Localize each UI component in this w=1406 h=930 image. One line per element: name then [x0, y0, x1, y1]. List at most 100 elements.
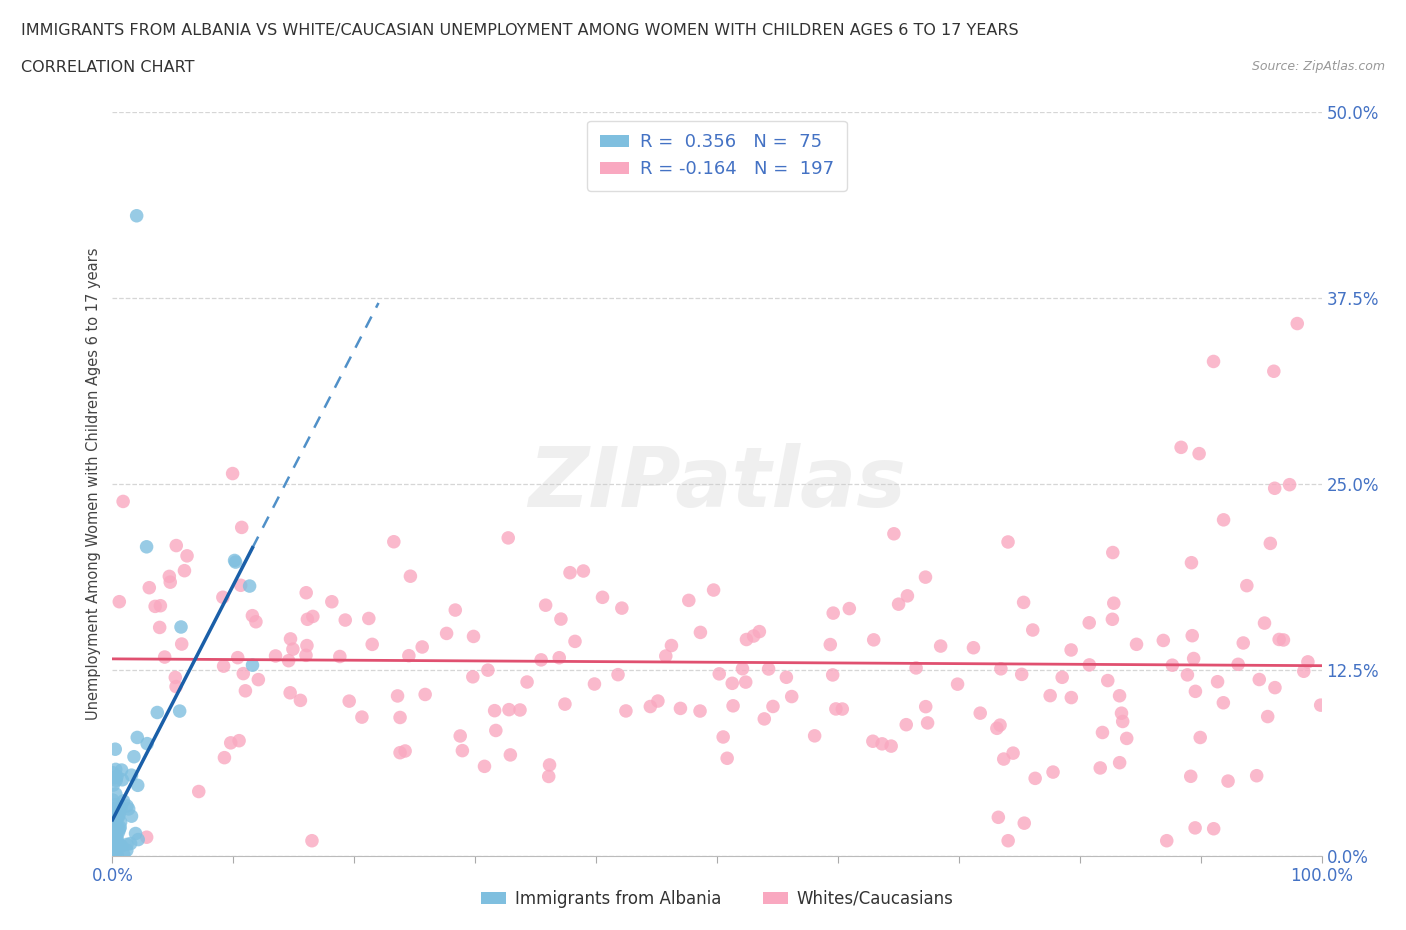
Y-axis label: Unemployment Among Women with Children Ages 6 to 17 years: Unemployment Among Women with Children A… — [86, 247, 101, 720]
Point — [1264, 680, 1286, 695]
Point — [290, 693, 312, 708]
Point — [1253, 616, 1275, 631]
Point — [883, 526, 905, 541]
Point — [550, 612, 572, 627]
Point — [226, 650, 249, 665]
Point — [280, 631, 302, 646]
Point — [337, 694, 360, 709]
Point — [1097, 673, 1119, 688]
Point — [111, 763, 134, 777]
Point — [110, 815, 132, 830]
Point — [820, 637, 842, 652]
Point — [758, 661, 780, 676]
Point — [295, 638, 318, 653]
Point — [103, 819, 125, 834]
Point — [689, 704, 711, 719]
Point — [104, 844, 127, 858]
Point — [1090, 761, 1112, 776]
Point — [1180, 769, 1202, 784]
Point — [499, 748, 522, 763]
Point — [104, 847, 127, 862]
Point — [1101, 545, 1123, 560]
Point — [1202, 354, 1225, 369]
Point — [1177, 668, 1199, 683]
Point — [108, 822, 131, 837]
Point — [1309, 698, 1331, 712]
Point — [278, 685, 301, 700]
Point — [485, 723, 508, 737]
Point — [484, 703, 506, 718]
Point — [731, 661, 754, 676]
Point — [548, 650, 571, 665]
Point — [962, 640, 984, 655]
Text: IMMIGRANTS FROM ALBANIA VS WHITE/CAUCASIAN UNEMPLOYMENT AMONG WOMEN WITH CHILDRE: IMMIGRANTS FROM ALBANIA VS WHITE/CAUCASI… — [21, 23, 1019, 38]
Point — [159, 575, 181, 590]
Point — [1022, 622, 1045, 637]
Point — [187, 784, 209, 799]
Point — [212, 658, 235, 673]
Point — [1263, 364, 1285, 379]
Point — [870, 737, 893, 751]
Point — [101, 765, 124, 780]
Point — [120, 836, 142, 851]
Point — [905, 660, 928, 675]
Point — [1011, 667, 1033, 682]
Point — [1202, 821, 1225, 836]
Point — [242, 608, 264, 623]
Point — [1060, 690, 1083, 705]
Point — [107, 838, 129, 853]
Point — [711, 729, 734, 744]
Point — [825, 701, 848, 716]
Point — [1236, 578, 1258, 593]
Point — [530, 653, 553, 668]
Point — [111, 772, 134, 787]
Point — [988, 718, 1011, 733]
Point — [538, 758, 561, 773]
Point — [1227, 657, 1250, 671]
Point — [398, 648, 420, 663]
Point — [823, 605, 845, 620]
Point — [558, 565, 581, 580]
Point — [1078, 658, 1101, 672]
Point — [572, 564, 595, 578]
Point — [295, 648, 318, 663]
Point — [149, 598, 172, 613]
Point — [498, 702, 520, 717]
Point — [669, 701, 692, 716]
Point — [721, 698, 744, 713]
Point — [101, 830, 124, 844]
Point — [214, 751, 236, 765]
Point — [110, 801, 132, 816]
Point — [105, 773, 128, 788]
Point — [1152, 633, 1174, 648]
Point — [104, 770, 127, 785]
Point — [1232, 635, 1254, 650]
Point — [335, 613, 357, 628]
Point — [1039, 688, 1062, 703]
Point — [321, 594, 343, 609]
Point — [1115, 731, 1137, 746]
Point — [138, 580, 160, 595]
Point — [990, 661, 1012, 676]
Point — [986, 721, 1008, 736]
Point — [709, 667, 731, 682]
Point — [104, 762, 127, 777]
Point — [103, 777, 125, 792]
Point — [103, 770, 125, 785]
Point — [721, 676, 744, 691]
Point — [534, 598, 557, 613]
Point — [107, 810, 129, 825]
Point — [862, 632, 884, 647]
Point — [135, 539, 157, 554]
Point — [389, 745, 412, 760]
Point — [108, 805, 131, 820]
Point — [153, 650, 176, 665]
Point — [149, 620, 172, 635]
Point — [554, 697, 576, 711]
Point — [136, 737, 159, 751]
Point — [1078, 616, 1101, 631]
Point — [1091, 725, 1114, 740]
Point — [231, 520, 253, 535]
Point — [838, 601, 860, 616]
Point — [104, 804, 127, 819]
